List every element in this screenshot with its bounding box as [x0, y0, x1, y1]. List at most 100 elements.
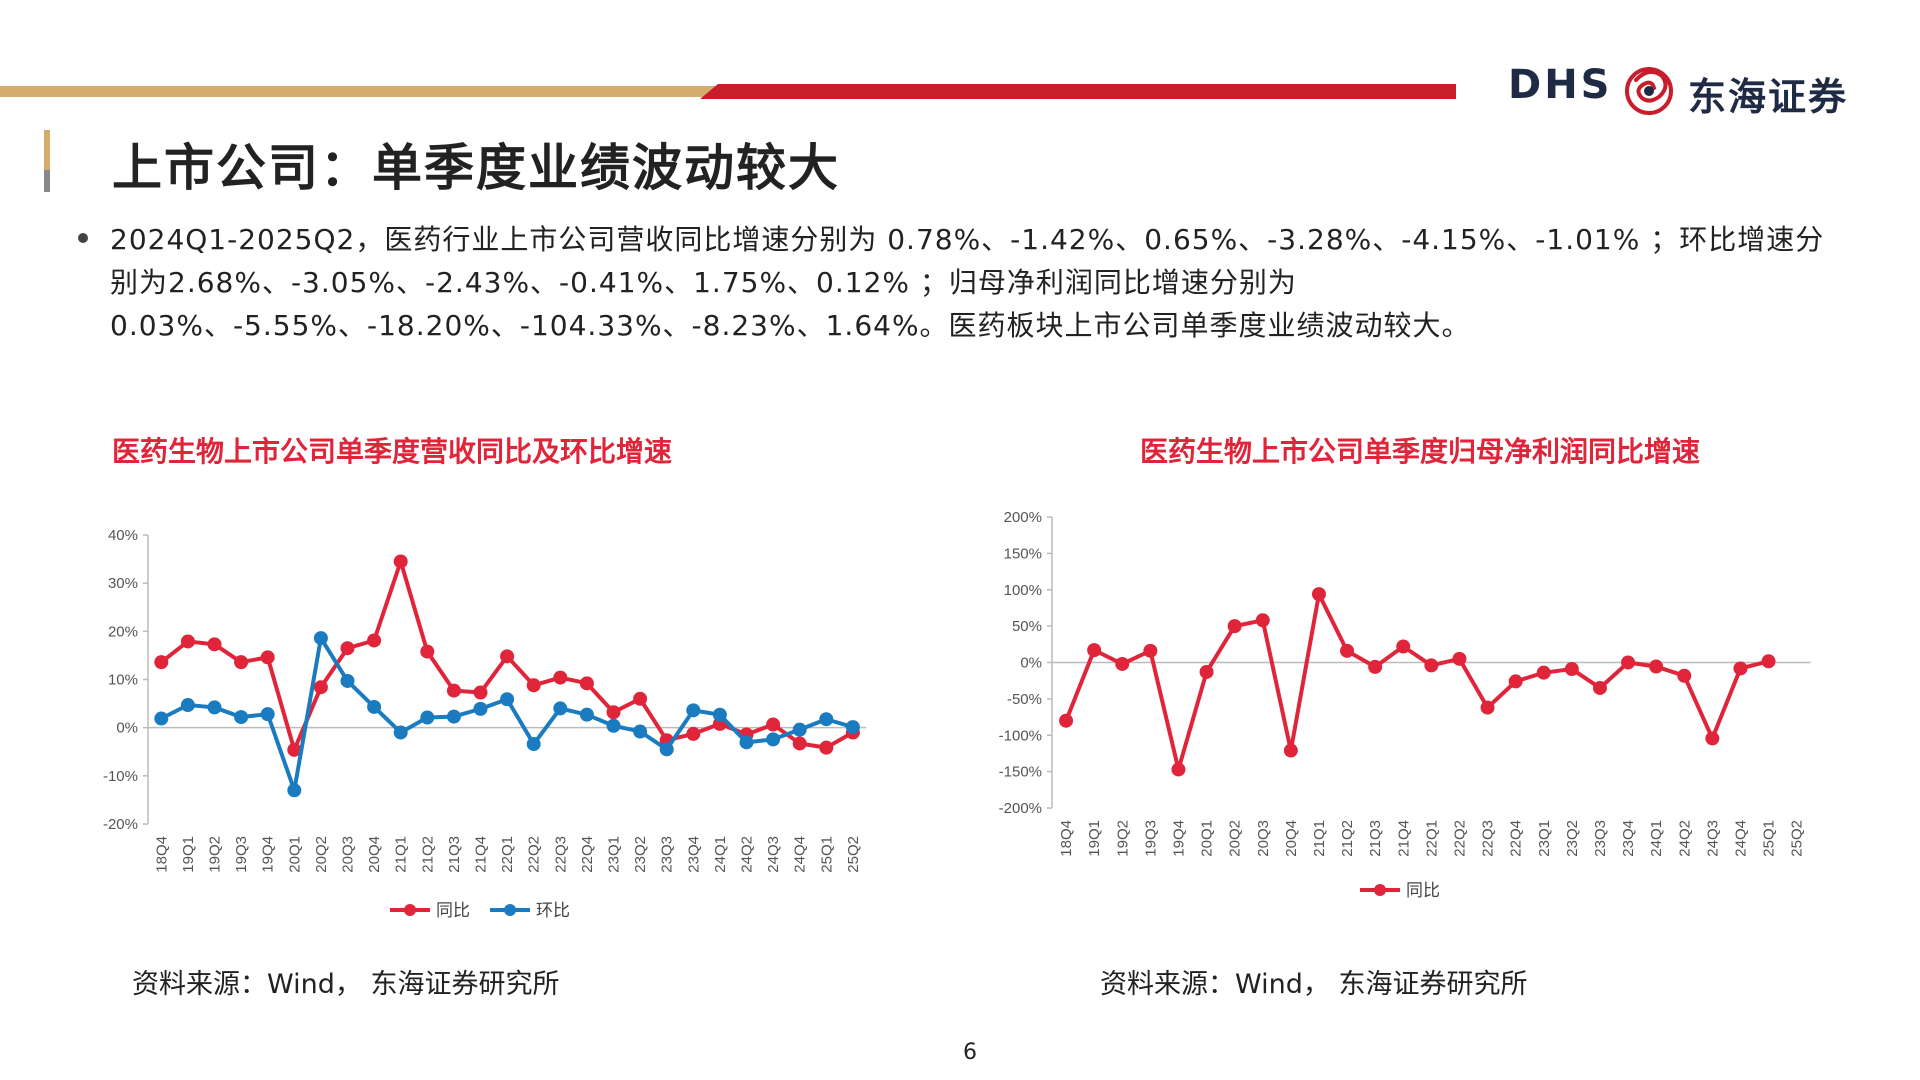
data-point [819, 740, 834, 755]
data-point [420, 644, 435, 659]
data-point [739, 735, 754, 750]
data-point [1171, 762, 1186, 777]
legend-label: 同比 [1406, 881, 1440, 901]
data-point [1255, 613, 1270, 628]
data-point [367, 699, 382, 714]
data-point [633, 724, 648, 739]
data-point [1143, 643, 1158, 658]
data-point [1536, 665, 1551, 680]
page-number: 6 [963, 1040, 977, 1065]
dragon-emblem-icon [1625, 67, 1673, 115]
y-tick-label: -20% [103, 816, 138, 833]
data-point [1340, 643, 1355, 658]
data-point [1733, 661, 1748, 676]
data-point [1508, 674, 1523, 689]
y-tick-label: -150% [999, 764, 1042, 781]
x-tick-label: 18Q4 [1058, 820, 1075, 857]
data-point [1761, 654, 1776, 669]
data-point [606, 718, 621, 733]
x-tick-label: 24Q4 [1732, 820, 1749, 857]
x-tick-label: 20Q4 [366, 836, 383, 873]
x-tick-label: 20Q1 [286, 836, 303, 873]
x-tick-label: 21Q2 [419, 836, 436, 873]
data-point [393, 554, 408, 569]
legend-label: 同比 [436, 901, 470, 921]
x-tick-label: 24Q3 [765, 836, 782, 873]
data-point [180, 634, 195, 649]
data-point [180, 698, 195, 713]
x-tick-label: 21Q3 [446, 836, 463, 873]
data-point [207, 637, 222, 652]
x-tick-label: 25Q1 [1761, 820, 1778, 857]
data-point [712, 707, 727, 722]
data-point [606, 705, 621, 720]
data-point [287, 783, 302, 798]
y-tick-label: 10% [108, 672, 138, 689]
y-tick-label: 0% [116, 720, 138, 737]
header-gold-bar [0, 86, 720, 97]
data-point [340, 673, 355, 688]
x-tick-label: 22Q2 [1451, 820, 1468, 857]
x-tick-label: 23Q2 [1564, 820, 1581, 857]
x-tick-label: 23Q2 [632, 836, 649, 873]
x-tick-label: 22Q1 [1423, 820, 1440, 857]
y-tick-label: 150% [1004, 545, 1042, 562]
data-point [1087, 643, 1102, 658]
data-point [393, 725, 408, 740]
data-point [633, 691, 648, 706]
data-point [367, 633, 382, 648]
data-point [340, 641, 355, 656]
revenue-growth-line-chart: 40% 30% 20% 10% 0% -10% -20% 18Q4 19Q1 19Q2 19Q3 19… [103, 527, 867, 921]
data-point [313, 631, 328, 646]
x-tick-label: 25Q2 [845, 836, 862, 873]
x-tick-label: 20Q2 [313, 836, 330, 873]
data-point [686, 726, 701, 741]
data-point [473, 701, 488, 716]
data-point [234, 655, 249, 670]
x-tick-label: 21Q1 [393, 836, 410, 873]
data-point [1621, 655, 1636, 670]
y-tick-label: -10% [103, 768, 138, 785]
data-point [1227, 619, 1242, 634]
y-tick-label: -50% [1007, 691, 1042, 708]
left-chart-title: 医药生物上市公司单季度营收同比及环比增速 [112, 435, 673, 468]
x-tick-label: 22Q4 [1508, 820, 1525, 857]
legend-swatch-marker [1374, 884, 1386, 896]
data-point [420, 710, 435, 725]
data-point [154, 655, 169, 670]
x-tick-label: 21Q2 [1339, 820, 1356, 857]
x-tick-label: 23Q4 [1620, 820, 1637, 857]
y-tick-label: 100% [1004, 582, 1042, 599]
x-tick-label: 25Q1 [818, 836, 835, 873]
data-point [1424, 658, 1439, 673]
x-tick-label: 21Q4 [473, 836, 490, 873]
x-tick-label: 23Q3 [1592, 820, 1609, 857]
legend-swatch-marker [404, 904, 416, 916]
data-point [1283, 743, 1298, 758]
data-point [553, 701, 568, 716]
data-point [154, 711, 169, 726]
header-red-bar [700, 84, 1456, 99]
data-point [1592, 680, 1607, 695]
right-source-note: 资料来源：Wind， 东海证券研究所 [1100, 969, 1528, 1000]
x-tick-label: 22Q2 [526, 836, 543, 873]
x-tick-label: 23Q4 [685, 836, 702, 873]
x-tick-label: 20Q3 [340, 836, 357, 873]
y-tick-label: -200% [999, 800, 1042, 817]
y-tick-label: -100% [999, 727, 1042, 744]
x-tick-label: 23Q1 [1536, 820, 1553, 857]
data-point [526, 678, 541, 693]
bullet-paragraph: 2024Q1-2025Q2，医药行业上市公司营收同比增速分别为 0.78%、-1… [110, 223, 1825, 342]
logo-latin-text: DHS [1508, 62, 1613, 108]
x-tick-label: 21Q3 [1367, 820, 1384, 857]
title-accent-bar-gray [44, 170, 50, 192]
data-point [766, 717, 781, 732]
data-point [1677, 668, 1692, 683]
y-tick-label: 0% [1020, 655, 1042, 672]
data-point [234, 710, 249, 725]
data-point [526, 737, 541, 752]
x-tick-label: 21Q1 [1311, 820, 1328, 857]
x-tick-label: 19Q1 [180, 836, 197, 873]
x-tick-label: 20Q4 [1283, 820, 1300, 857]
data-point [207, 700, 222, 715]
